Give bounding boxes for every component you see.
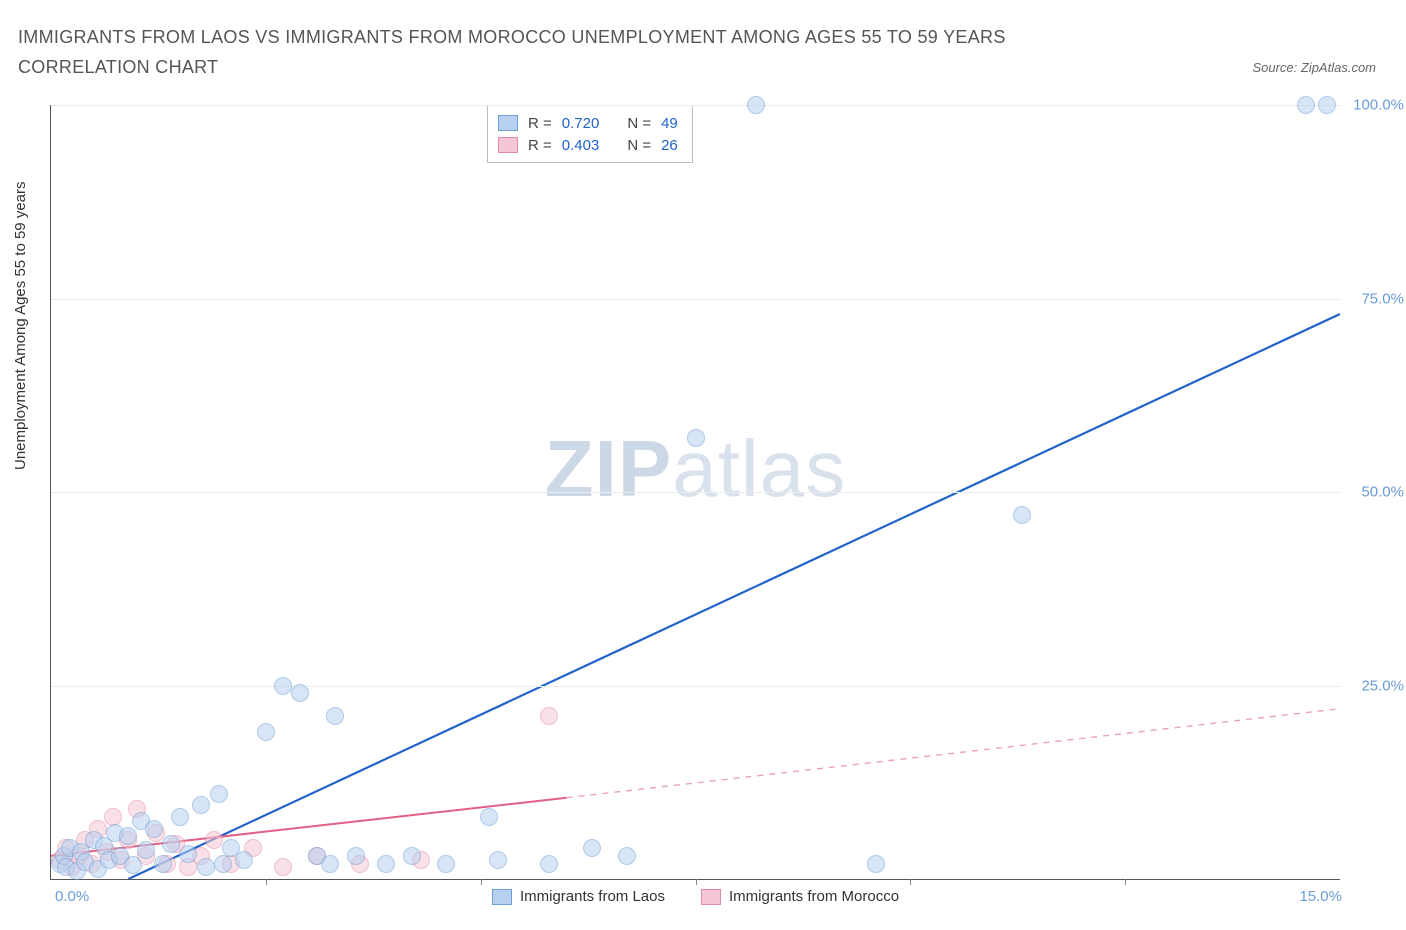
r-label: R = xyxy=(528,115,552,132)
chart-title: IMMIGRANTS FROM LAOS VS IMMIGRANTS FROM … xyxy=(18,22,1128,82)
y-tick-label: 100.0% xyxy=(1353,97,1404,114)
data-point xyxy=(257,723,275,741)
data-point xyxy=(321,855,339,873)
data-point xyxy=(171,808,189,826)
data-point xyxy=(154,855,172,873)
data-point xyxy=(687,429,705,447)
series-legend-item: Immigrants from Morocco xyxy=(701,888,899,905)
data-point xyxy=(274,858,292,876)
data-point xyxy=(291,684,309,702)
data-point xyxy=(162,835,180,853)
source-attribution: Source: ZipAtlas.com xyxy=(1252,60,1376,75)
data-point xyxy=(205,831,223,849)
data-point xyxy=(192,796,210,814)
watermark-bold: ZIP xyxy=(545,424,672,513)
n-label: N = xyxy=(627,115,651,132)
data-point xyxy=(867,855,885,873)
data-point xyxy=(119,827,137,845)
data-point xyxy=(235,851,253,869)
data-point xyxy=(210,785,228,803)
stats-legend-row: R = 0.720 N = 49 xyxy=(498,112,678,134)
scatter-plot-area: ZIPatlas 0.0% 15.0% R = 0.720 N = 49 R =… xyxy=(50,105,1340,880)
series-legend-label: Immigrants from Laos xyxy=(520,888,665,905)
r-value: 0.403 xyxy=(562,137,600,154)
y-tick-label: 75.0% xyxy=(1361,290,1404,307)
data-point xyxy=(124,856,142,874)
n-value: 26 xyxy=(661,137,678,154)
legend-swatch-laos xyxy=(498,115,518,131)
data-point xyxy=(403,847,421,865)
data-point xyxy=(480,808,498,826)
y-axis-label: Unemployment Among Ages 55 to 59 years xyxy=(12,181,29,470)
y-tick-label: 50.0% xyxy=(1361,484,1404,501)
data-point xyxy=(1318,96,1336,114)
data-point xyxy=(197,858,215,876)
data-point xyxy=(540,707,558,725)
r-value: 0.720 xyxy=(562,115,600,132)
data-point xyxy=(179,845,197,863)
data-point xyxy=(618,847,636,865)
stats-legend: R = 0.720 N = 49 R = 0.403 N = 26 xyxy=(487,105,693,163)
data-point xyxy=(137,841,155,859)
data-point xyxy=(1013,506,1031,524)
data-point xyxy=(326,707,344,725)
n-value: 49 xyxy=(661,115,678,132)
data-point xyxy=(347,847,365,865)
legend-swatch-morocco xyxy=(701,889,721,905)
legend-swatch-laos xyxy=(492,889,512,905)
data-point xyxy=(583,839,601,857)
series-legend: Immigrants from Laos Immigrants from Mor… xyxy=(51,888,1340,905)
r-label: R = xyxy=(528,137,552,154)
n-label: N = xyxy=(627,137,651,154)
data-point xyxy=(377,855,395,873)
data-point xyxy=(437,855,455,873)
chart-container: IMMIGRANTS FROM LAOS VS IMMIGRANTS FROM … xyxy=(0,0,1406,930)
data-point xyxy=(145,820,163,838)
series-legend-label: Immigrants from Morocco xyxy=(729,888,899,905)
y-tick-label: 25.0% xyxy=(1361,677,1404,694)
data-point xyxy=(489,851,507,869)
data-point xyxy=(1297,96,1315,114)
series-legend-item: Immigrants from Laos xyxy=(492,888,665,905)
data-point xyxy=(214,855,232,873)
data-point xyxy=(747,96,765,114)
legend-swatch-morocco xyxy=(498,137,518,153)
data-point xyxy=(540,855,558,873)
stats-legend-row: R = 0.403 N = 26 xyxy=(498,134,678,156)
data-point xyxy=(274,677,292,695)
